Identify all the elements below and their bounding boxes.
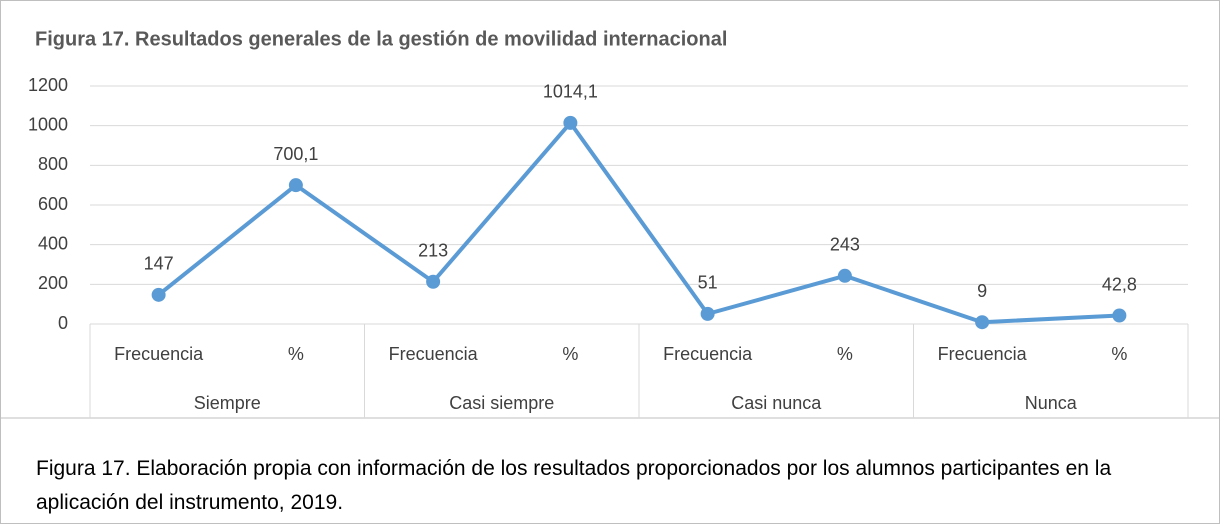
marker [563,115,578,130]
data-label: 9 [977,281,987,301]
data-label: 42,8 [1102,274,1137,294]
group-label: Nunca [1025,393,1078,413]
x-tick-label: Frecuencia [114,344,204,364]
data-label: 243 [830,235,860,255]
y-tick-label: 1000 [28,114,68,134]
x-tick-label: % [288,344,304,364]
group-label: Siempre [194,393,261,413]
chart-title: Figura 17. Resultados generales de la ge… [35,28,727,50]
y-tick-label: 1200 [28,75,68,95]
marker [837,268,852,283]
y-tick-label: 600 [38,194,68,214]
marker [426,274,441,289]
group-label: Casi nunca [731,393,822,413]
marker [151,287,166,302]
marker [1112,308,1127,323]
line [157,120,1120,325]
data-label: 213 [418,241,448,261]
y-tick-label: 200 [38,273,68,293]
data-label: 51 [698,273,718,293]
y-tick-label: 400 [38,233,68,253]
group-label: Casi siempre [449,393,554,413]
data-label: 700,1 [273,144,318,164]
marker [700,306,715,321]
data-label: 1014,1 [543,82,598,102]
marker [288,178,303,193]
x-tick-label: % [1111,344,1127,364]
y-tick-label: 800 [38,154,68,174]
y-tick-label: 0 [58,313,68,333]
x-tick-label: Frecuencia [938,344,1028,364]
marker [975,315,990,330]
x-tick-label: Frecuencia [389,344,479,364]
x-tick-label: % [562,344,578,364]
caption: Figura 17. Elaboración propia con inform… [36,457,1112,514]
x-tick-label: Frecuencia [663,344,753,364]
data-label: 147 [144,254,174,274]
x-tick-label: % [837,344,853,364]
